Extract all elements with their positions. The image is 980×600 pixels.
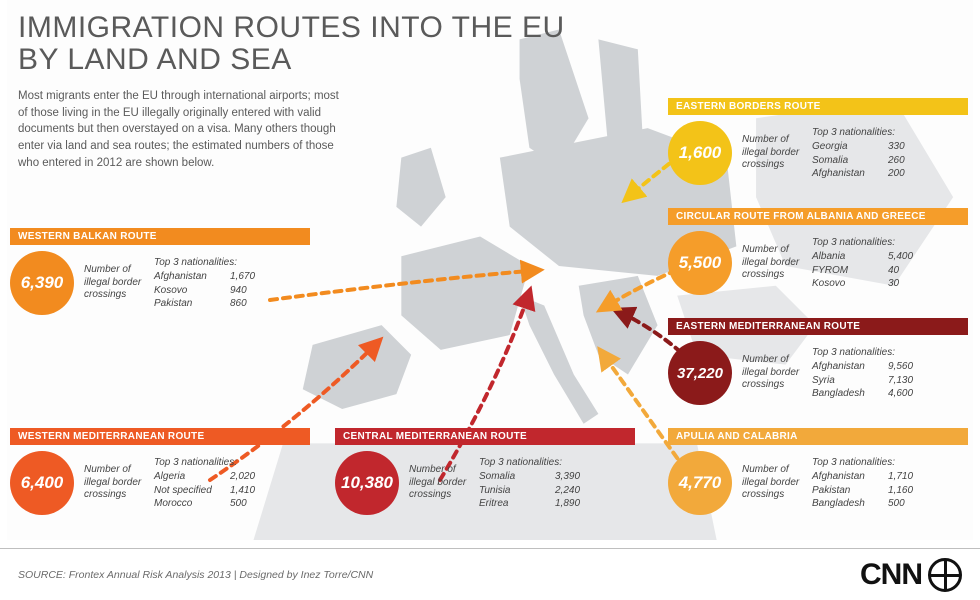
nationalities: Top 3 nationalities: Somalia3,390 Tunisi… <box>479 456 580 511</box>
route-western-med: WESTERN MEDITERRANEAN ROUTE 6,400 Number… <box>10 428 310 515</box>
count-circle: 5,500 <box>668 231 732 295</box>
route-header: EASTERN MEDITERRANEAN ROUTE <box>668 318 968 335</box>
route-central-med: CENTRAL MEDITERRANEAN ROUTE 10,380 Numbe… <box>335 428 635 515</box>
nationalities: Top 3 nationalities: Algeria2,020 Not sp… <box>154 456 255 511</box>
count-circle: 1,600 <box>668 121 732 185</box>
crossings-label: Number of illegal border crossings <box>742 134 802 172</box>
route-eastern-borders: EASTERN BORDERS ROUTE 1,600 Number of il… <box>668 98 968 185</box>
crossings-label: Number of illegal border crossings <box>84 264 144 302</box>
nationalities: Top 3 nationalities: Afghanistan1,670 Ko… <box>154 256 255 311</box>
crossings-label: Number of illegal border crossings <box>84 464 144 502</box>
title-line1: IMMIGRATION ROUTES INTO THE EU <box>18 11 565 44</box>
nationalities: Top 3 nationalities: Georgia330 Somalia2… <box>812 126 905 181</box>
route-apulia: APULIA AND CALABRIA 4,770 Number of ille… <box>668 428 968 515</box>
count-circle: 6,400 <box>10 451 74 515</box>
nationalities: Top 3 nationalities: Afghanistan1,710 Pa… <box>812 456 913 511</box>
route-header: CENTRAL MEDITERRANEAN ROUTE <box>335 428 635 445</box>
count-circle: 37,220 <box>668 341 732 405</box>
title-line2: BY LAND AND SEA <box>18 43 292 76</box>
count-circle: 10,380 <box>335 451 399 515</box>
crossings-label: Number of illegal border crossings <box>409 464 469 502</box>
route-header: WESTERN MEDITERRANEAN ROUTE <box>10 428 310 445</box>
count-circle: 6,390 <box>10 251 74 315</box>
route-header: CIRCULAR ROUTE FROM ALBANIA AND GREECE <box>668 208 968 225</box>
cnn-logo: CNN <box>860 558 962 592</box>
crossings-label: Number of illegal border crossings <box>742 354 802 392</box>
intro-text: Most migrants enter the EU through inter… <box>18 88 348 171</box>
route-header: EASTERN BORDERS ROUTE <box>668 98 968 115</box>
route-header: APULIA AND CALABRIA <box>668 428 968 445</box>
route-eastern-med: EASTERN MEDITERRANEAN ROUTE 37,220 Numbe… <box>668 318 968 405</box>
nationalities: Top 3 nationalities: Afghanistan9,560 Sy… <box>812 346 913 401</box>
route-header: WESTERN BALKAN ROUTE <box>10 228 310 245</box>
nationalities: Top 3 nationalities: Albania5,400 FYROM4… <box>812 236 913 291</box>
crossings-label: Number of illegal border crossings <box>742 244 802 282</box>
count-circle: 4,770 <box>668 451 732 515</box>
crossings-label: Number of illegal border crossings <box>742 464 802 502</box>
page-title: IMMIGRATION ROUTES INTO THE EU BY LAND A… <box>18 12 565 75</box>
footer: SOURCE: Frontex Annual Risk Analysis 201… <box>0 548 980 600</box>
logo-text: CNN <box>860 558 922 592</box>
source-text: SOURCE: Frontex Annual Risk Analysis 201… <box>18 569 373 581</box>
globe-icon <box>928 558 962 592</box>
route-western-balkan: WESTERN BALKAN ROUTE 6,390 Number of ill… <box>10 228 310 315</box>
route-circular: CIRCULAR ROUTE FROM ALBANIA AND GREECE 5… <box>668 208 968 295</box>
